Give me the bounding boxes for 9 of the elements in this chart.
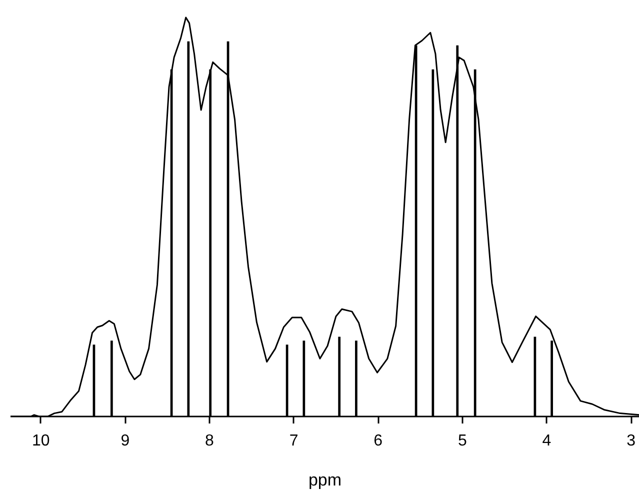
x-tick-label: 5 [458, 432, 467, 450]
x-axis-title: ppm [308, 470, 342, 490]
x-tick-label: 10 [32, 432, 50, 450]
x-tick-label: 9 [120, 432, 130, 450]
x-tick-label: 6 [374, 432, 383, 450]
x-tick-label: 7 [289, 432, 298, 450]
x-tick-label: 4 [542, 432, 552, 450]
x-tick-label: 8 [205, 432, 214, 450]
x-tick-label: 3 [626, 432, 636, 450]
